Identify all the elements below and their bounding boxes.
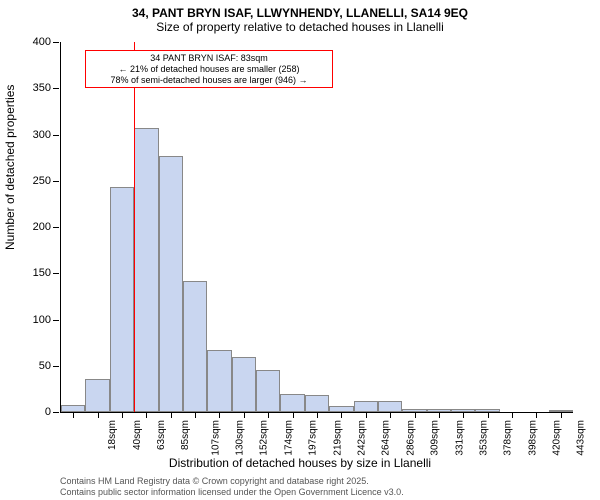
y-tick <box>53 273 59 274</box>
x-tick <box>73 412 74 418</box>
plot-area: 05010015020025030035040018sqm40sqm63sqm8… <box>60 42 573 413</box>
chart-title-subtitle: Size of property relative to detached ho… <box>0 20 600 34</box>
x-tick <box>293 412 294 418</box>
x-tick <box>219 412 220 418</box>
y-tick <box>53 227 59 228</box>
y-tick <box>53 88 59 89</box>
y-tick-label: 250 <box>33 175 51 187</box>
y-tick <box>53 42 59 43</box>
chart-footer: Contains HM Land Registry data © Crown c… <box>60 476 404 498</box>
chart-title-address: 34, PANT BRYN ISAF, LLWYNHENDY, LLANELLI… <box>0 6 600 20</box>
x-tick-label: 63sqm <box>156 420 167 450</box>
histogram-bar <box>159 156 183 412</box>
x-tick <box>561 412 562 418</box>
x-tick-label: 174sqm <box>283 420 294 456</box>
y-tick-label: 100 <box>33 314 51 326</box>
x-tick-label: 18sqm <box>107 420 118 450</box>
x-tick <box>122 412 123 418</box>
y-tick-label: 150 <box>33 267 51 279</box>
property-marker-line <box>134 42 135 412</box>
x-tick <box>488 412 489 418</box>
footer-line-1: Contains HM Land Registry data © Crown c… <box>60 476 404 487</box>
histogram-bar <box>110 187 134 412</box>
histogram-bar <box>134 128 158 412</box>
y-tick <box>53 181 59 182</box>
histogram-bar <box>183 281 207 412</box>
x-tick-label: 85sqm <box>180 420 191 450</box>
histogram-bar <box>207 350 231 412</box>
x-tick-label: 40sqm <box>132 420 143 450</box>
x-tick-label: 353sqm <box>478 420 489 456</box>
x-tick <box>195 412 196 418</box>
annotation-line: 78% of semi-detached houses are larger (… <box>90 75 328 86</box>
x-tick <box>341 412 342 418</box>
y-tick <box>53 320 59 321</box>
y-tick-label: 50 <box>39 360 51 372</box>
x-tick-label: 107sqm <box>210 420 221 456</box>
x-tick-label: 398sqm <box>527 420 538 456</box>
x-tick-label: 264sqm <box>381 420 392 456</box>
x-tick-label: 420sqm <box>552 420 563 456</box>
x-tick-label: 378sqm <box>503 420 514 456</box>
annotation-line: 34 PANT BRYN ISAF: 83sqm <box>90 53 328 64</box>
footer-line-2: Contains public sector information licen… <box>60 487 404 498</box>
x-tick <box>244 412 245 418</box>
y-tick-label: 300 <box>33 129 51 141</box>
x-tick <box>268 412 269 418</box>
histogram-bar <box>280 394 304 413</box>
x-tick-label: 197sqm <box>308 420 319 456</box>
y-tick <box>53 366 59 367</box>
x-tick <box>463 412 464 418</box>
x-tick <box>171 412 172 418</box>
histogram-bar <box>354 401 378 412</box>
x-tick <box>146 412 147 418</box>
x-tick-label: 130sqm <box>235 420 246 456</box>
x-tick <box>317 412 318 418</box>
histogram-bar <box>378 401 402 412</box>
x-tick-label: 286sqm <box>405 420 416 456</box>
x-tick-label: 443sqm <box>576 420 587 456</box>
histogram-bar <box>256 370 280 412</box>
x-axis-title: Distribution of detached houses by size … <box>0 456 600 470</box>
x-tick <box>512 412 513 418</box>
x-tick <box>390 412 391 418</box>
x-tick <box>439 412 440 418</box>
y-tick-label: 200 <box>33 221 51 233</box>
y-tick <box>53 412 59 413</box>
histogram-bar <box>85 379 109 412</box>
x-tick-label: 242sqm <box>357 420 368 456</box>
histogram-bar <box>232 357 256 413</box>
y-tick-label: 400 <box>33 36 51 48</box>
x-tick <box>415 412 416 418</box>
histogram-bar <box>305 395 329 412</box>
histogram-bar <box>61 405 85 412</box>
x-tick <box>536 412 537 418</box>
annotation-box: 34 PANT BRYN ISAF: 83sqm← 21% of detache… <box>85 50 333 88</box>
y-tick-label: 0 <box>45 406 51 418</box>
y-tick-label: 350 <box>33 82 51 94</box>
x-tick <box>366 412 367 418</box>
x-tick-label: 331sqm <box>454 420 465 456</box>
annotation-line: ← 21% of detached houses are smaller (25… <box>90 64 328 75</box>
x-tick-label: 152sqm <box>259 420 270 456</box>
x-tick <box>98 412 99 418</box>
x-tick-label: 309sqm <box>430 420 441 456</box>
x-tick-label: 219sqm <box>332 420 343 456</box>
y-tick <box>53 135 59 136</box>
y-axis-title: Number of detached properties <box>3 85 17 250</box>
size-histogram-chart: 34, PANT BRYN ISAF, LLWYNHENDY, LLANELLI… <box>0 0 600 500</box>
